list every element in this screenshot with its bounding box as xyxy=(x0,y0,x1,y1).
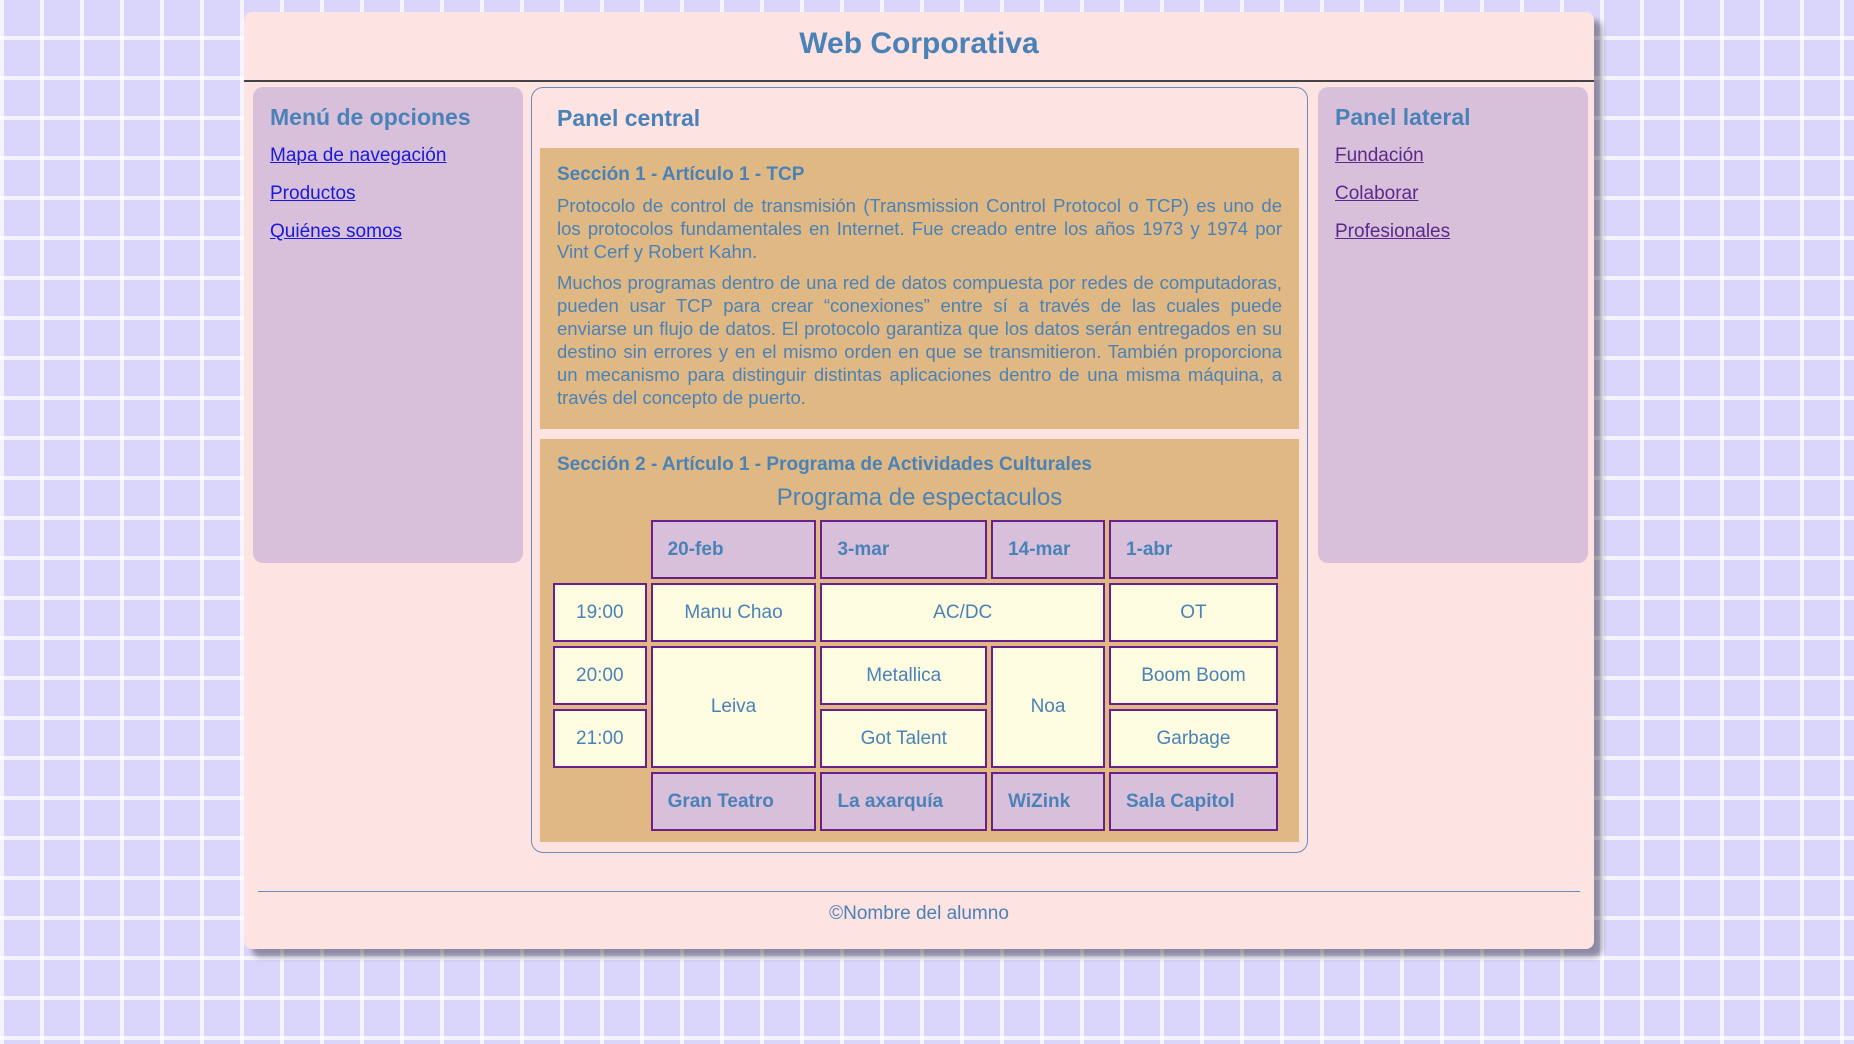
central-panel: Panel central Sección 1 - Artículo 1 - T… xyxy=(531,87,1308,853)
section-1-article: Sección 1 - Artículo 1 - TCP Protocolo d… xyxy=(540,148,1299,429)
page-container: Web Corporativa Menú de opciones Mapa de… xyxy=(244,12,1594,949)
time-cell: 19:00 xyxy=(553,583,647,642)
link-about-us[interactable]: Quiénes somos xyxy=(270,221,403,242)
table-row: 20:00 Leiva Metallica Noa Boom Boom xyxy=(553,646,1278,768)
link-professionals[interactable]: Profesionales xyxy=(1335,221,1451,242)
event-cell: Noa xyxy=(991,646,1105,768)
options-menu: Menú de opciones Mapa de navegación Prod… xyxy=(253,87,523,563)
date-header: 1-abr xyxy=(1108,520,1278,579)
site-header: Web Corporativa xyxy=(244,12,1594,82)
event-cell: Leiva xyxy=(650,646,817,768)
event-cell: Garbage xyxy=(1108,709,1278,768)
time-cell: 20:00 xyxy=(553,646,647,705)
date-header: 14-mar xyxy=(991,520,1105,579)
options-menu-title: Menú de opciones xyxy=(270,104,471,130)
section-2-article: Sección 2 - Artículo 1 - Programa de Act… xyxy=(540,439,1299,842)
event-cell: Got Talent xyxy=(820,709,988,768)
table-footer-row: Gran Teatro La axarquía WiZink Sala Capi… xyxy=(553,772,1278,831)
table-header-row: 20-feb 3-mar 14-mar 1-abr xyxy=(553,520,1278,579)
side-panel: Panel lateral Fundación Colaborar Profes… xyxy=(1318,87,1588,563)
table-row: 19:00 Manu Chao AC/DC OT xyxy=(553,583,1278,642)
section-1-paragraph-1: Protocolo de control de transmisión (Tra… xyxy=(557,195,1282,262)
event-cell: Boom Boom xyxy=(1108,646,1278,705)
table-caption: Programa de espectaculos xyxy=(776,484,1063,511)
link-products[interactable]: Productos xyxy=(270,183,356,204)
venue-header: Gran Teatro xyxy=(650,772,817,831)
site-title: Web Corporativa xyxy=(799,27,1039,60)
venue-header: Sala Capitol xyxy=(1108,772,1278,831)
date-header: 3-mar xyxy=(820,520,988,579)
section-2-heading: Sección 2 - Artículo 1 - Programa de Act… xyxy=(557,454,1092,475)
corner-cell xyxy=(553,772,647,831)
time-cell: 21:00 xyxy=(553,709,647,768)
link-collaborate[interactable]: Colaborar xyxy=(1335,183,1419,204)
section-1-paragraph-2: Muchos programas dentro de una red de da… xyxy=(557,272,1282,408)
event-cell: OT xyxy=(1108,583,1278,642)
corner-cell xyxy=(553,520,647,579)
event-cell: Manu Chao xyxy=(650,583,817,642)
central-panel-title: Panel central xyxy=(557,105,701,131)
schedule-table: 20-feb 3-mar 14-mar 1-abr 19:00 Manu Cha… xyxy=(549,516,1282,835)
table-row: 21:00 Got Talent Garbage xyxy=(553,709,1278,768)
site-footer: ©Nombre del alumno xyxy=(258,891,1580,925)
side-panel-title: Panel lateral xyxy=(1335,104,1471,130)
event-cell: AC/DC xyxy=(820,583,1105,642)
link-navigation-map[interactable]: Mapa de navegación xyxy=(270,145,447,166)
event-cell: Metallica xyxy=(820,646,988,705)
section-1-heading: Sección 1 - Artículo 1 - TCP xyxy=(557,164,805,185)
venue-header: La axarquía xyxy=(820,772,988,831)
venue-header: WiZink xyxy=(991,772,1105,831)
date-header: 20-feb xyxy=(650,520,817,579)
link-foundation[interactable]: Fundación xyxy=(1335,145,1424,166)
